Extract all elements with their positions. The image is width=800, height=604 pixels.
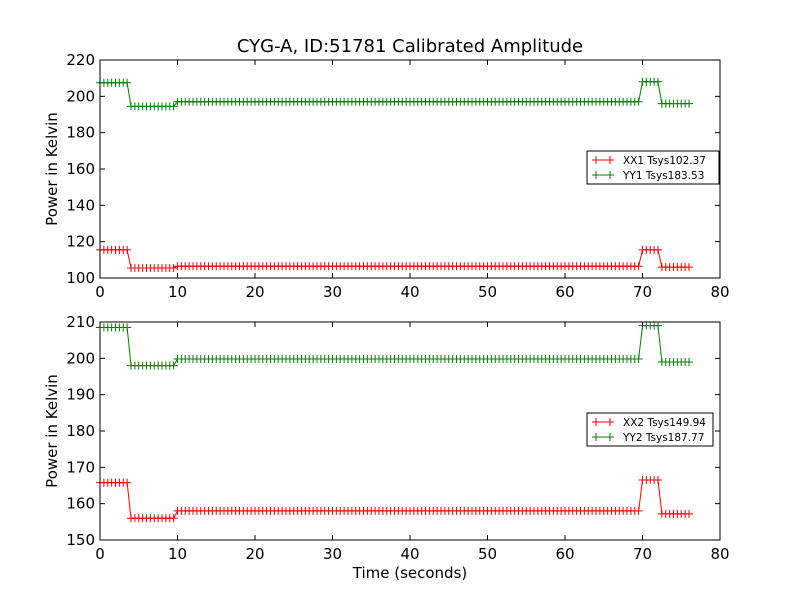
y-tick-label: 180	[66, 124, 95, 142]
legend-label: XX2 Tsys149.94	[623, 417, 706, 429]
y-tick-label: 180	[66, 422, 95, 440]
x-tick-label: 20	[245, 545, 264, 563]
x-tick-label: 60	[555, 545, 574, 563]
series-xx1	[96, 245, 693, 273]
legend-label: XX1 Tsys102.37	[623, 155, 706, 167]
x-tick-label: 70	[633, 283, 652, 301]
legend-box	[586, 412, 714, 447]
series-yy1	[96, 77, 693, 111]
y-tick-label: 150	[66, 531, 95, 549]
legend-label: YY1 Tsys183.53	[622, 170, 704, 182]
legend-entry: YY2 Tsys187.77	[592, 432, 704, 444]
x-tick-label: 0	[95, 283, 105, 301]
x-tick-label: 0	[95, 545, 105, 563]
x-tick-label: 20	[245, 283, 264, 301]
x-tick-label: 30	[323, 545, 342, 563]
legend: XX2 Tsys149.94 YY2 Tsys187.77	[586, 412, 714, 447]
y-tick-label: 120	[66, 233, 95, 251]
y-tick-label: 160	[66, 160, 95, 178]
y-tick-label: 160	[66, 495, 95, 513]
legend-label: YY2 Tsys187.77	[622, 432, 704, 444]
legend-entry: XX1 Tsys102.37	[592, 155, 706, 167]
legend-box	[586, 150, 720, 185]
subplot-2: 0 10 20 30 40 50 60 70 80 150 160 170 180 190 200 210 Po…	[43, 313, 730, 582]
series-markers	[96, 77, 693, 111]
y-axis-label: Power in Kelvin	[43, 374, 61, 488]
x-tick-label: 70	[633, 545, 652, 563]
y-tick-label: 200	[66, 349, 95, 367]
x-tick-label: 50	[478, 545, 497, 563]
x-tick-label: 80	[710, 545, 729, 563]
series-markers	[96, 321, 693, 370]
series-markers	[96, 245, 693, 273]
y-tick-label: 100	[66, 269, 95, 287]
x-tick-label: 10	[168, 545, 187, 563]
x-tick-label: 10	[168, 283, 187, 301]
y-tick-label: 220	[66, 51, 95, 69]
x-axis-label: Time (seconds)	[352, 564, 468, 582]
y-tick-label: 200	[66, 87, 95, 105]
legend: XX1 Tsys102.37 YY1 Tsys183.53	[586, 150, 720, 185]
x-tick-label: 60	[555, 283, 574, 301]
subplot-1: 0 10 20 30 40 50 60 70 80 100 120 140 160 180 200 220 CY…	[43, 36, 730, 301]
x-tick-label: 50	[478, 283, 497, 301]
y-tick-label: 170	[66, 458, 95, 476]
legend-entry: XX2 Tsys149.94	[592, 417, 706, 429]
series-xx2	[96, 476, 693, 523]
y-tick-label: 210	[66, 313, 95, 331]
y-axis-label: Power in Kelvin	[43, 112, 61, 226]
legend-entry: YY1 Tsys183.53	[592, 170, 704, 182]
chart-title: CYG-A, ID:51781 Calibrated Amplitude	[237, 36, 583, 57]
x-tick-label: 40	[400, 545, 419, 563]
x-tick-label: 30	[323, 283, 342, 301]
series-yy2	[96, 321, 693, 370]
x-tick-label: 40	[400, 283, 419, 301]
x-tick-label: 80	[710, 283, 729, 301]
series-markers	[96, 476, 693, 523]
y-tick-label: 190	[66, 386, 95, 404]
y-tick-label: 140	[66, 196, 95, 214]
